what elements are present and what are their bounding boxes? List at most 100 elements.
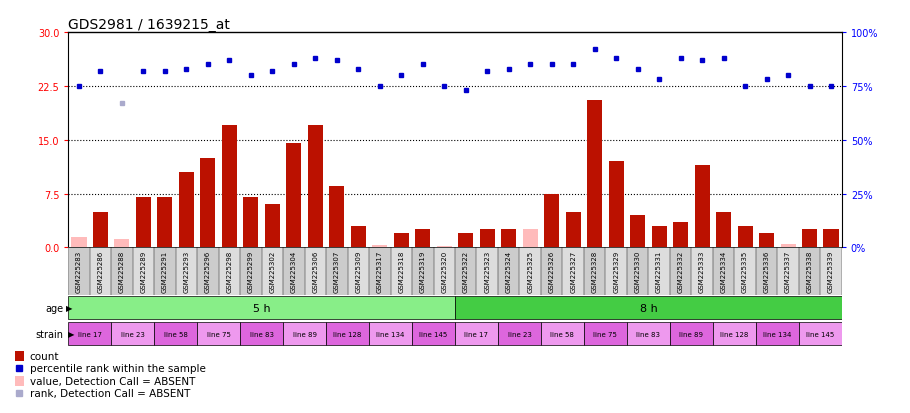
Text: age: age bbox=[46, 303, 64, 313]
Text: line 75: line 75 bbox=[207, 331, 230, 337]
Bar bbox=[68, 322, 111, 345]
Bar bbox=[218, 248, 240, 295]
Bar bbox=[587, 101, 602, 248]
Bar bbox=[326, 248, 348, 295]
Text: GSM225327: GSM225327 bbox=[571, 250, 576, 292]
Text: GSM225324: GSM225324 bbox=[506, 250, 511, 292]
Text: GDS2981 / 1639215_at: GDS2981 / 1639215_at bbox=[68, 18, 230, 32]
Text: GSM225336: GSM225336 bbox=[763, 250, 770, 292]
Text: GSM225309: GSM225309 bbox=[355, 250, 361, 292]
Text: GSM225328: GSM225328 bbox=[592, 250, 598, 292]
Bar bbox=[627, 248, 648, 295]
Text: GSM225306: GSM225306 bbox=[312, 250, 318, 292]
Bar bbox=[566, 212, 581, 248]
Bar bbox=[15, 376, 25, 386]
Text: line 58: line 58 bbox=[164, 331, 187, 337]
Text: GSM225333: GSM225333 bbox=[699, 250, 705, 292]
Bar bbox=[243, 198, 258, 248]
Text: percentile rank within the sample: percentile rank within the sample bbox=[30, 363, 206, 373]
Text: GSM225289: GSM225289 bbox=[140, 250, 147, 292]
Bar bbox=[498, 248, 520, 295]
Bar bbox=[670, 248, 692, 295]
Text: line 75: line 75 bbox=[593, 331, 617, 337]
Bar bbox=[455, 248, 477, 295]
Bar bbox=[412, 248, 433, 295]
Text: GSM225298: GSM225298 bbox=[227, 250, 232, 292]
Bar bbox=[415, 230, 430, 248]
Bar bbox=[627, 322, 670, 345]
Text: GSM225299: GSM225299 bbox=[248, 250, 254, 292]
Text: count: count bbox=[30, 351, 59, 361]
Text: GSM225323: GSM225323 bbox=[484, 250, 490, 292]
Bar bbox=[630, 216, 645, 248]
Text: line 134: line 134 bbox=[377, 331, 405, 337]
Bar bbox=[136, 198, 151, 248]
Text: line 134: line 134 bbox=[763, 331, 792, 337]
Bar bbox=[283, 248, 305, 295]
Bar bbox=[348, 248, 369, 295]
Text: GSM225291: GSM225291 bbox=[162, 250, 168, 292]
Bar bbox=[652, 226, 667, 248]
Bar bbox=[584, 322, 627, 345]
Bar bbox=[477, 248, 498, 295]
Bar bbox=[390, 248, 412, 295]
Bar bbox=[756, 248, 777, 295]
Bar bbox=[480, 230, 495, 248]
Bar bbox=[240, 248, 262, 295]
Bar bbox=[200, 158, 216, 248]
Bar bbox=[326, 322, 369, 345]
Text: GSM225338: GSM225338 bbox=[806, 250, 813, 292]
Text: GSM225337: GSM225337 bbox=[785, 250, 791, 292]
Bar bbox=[72, 237, 86, 248]
Bar bbox=[777, 248, 799, 295]
Bar bbox=[824, 230, 838, 248]
Bar bbox=[111, 248, 133, 295]
Text: line 23: line 23 bbox=[508, 331, 531, 337]
Bar bbox=[115, 239, 129, 248]
Text: line 23: line 23 bbox=[121, 331, 145, 337]
Bar bbox=[197, 322, 240, 345]
Bar bbox=[308, 126, 323, 248]
Bar bbox=[262, 248, 283, 295]
Text: line 17: line 17 bbox=[77, 331, 102, 337]
Bar bbox=[756, 322, 799, 345]
Text: GSM225329: GSM225329 bbox=[613, 250, 619, 292]
Bar bbox=[520, 248, 541, 295]
Bar bbox=[68, 248, 90, 295]
Bar bbox=[305, 248, 326, 295]
Text: line 17: line 17 bbox=[464, 331, 489, 337]
Bar bbox=[459, 233, 473, 248]
Bar bbox=[759, 233, 774, 248]
Bar bbox=[498, 322, 541, 345]
Bar bbox=[369, 248, 390, 295]
Bar bbox=[716, 212, 731, 248]
Bar bbox=[713, 248, 734, 295]
Bar bbox=[369, 322, 412, 345]
Bar bbox=[329, 187, 344, 248]
Text: ▶: ▶ bbox=[66, 304, 72, 313]
Bar bbox=[802, 230, 817, 248]
Text: strain: strain bbox=[35, 329, 64, 339]
Text: rank, Detection Call = ABSENT: rank, Detection Call = ABSENT bbox=[30, 388, 190, 398]
Bar bbox=[93, 212, 108, 248]
Bar bbox=[670, 322, 713, 345]
Text: 5 h: 5 h bbox=[253, 303, 270, 313]
Text: GSM225332: GSM225332 bbox=[678, 250, 683, 292]
Bar bbox=[562, 248, 584, 295]
Bar bbox=[350, 226, 366, 248]
Text: GSM225288: GSM225288 bbox=[119, 250, 125, 292]
Bar bbox=[111, 322, 154, 345]
Text: line 128: line 128 bbox=[720, 331, 749, 337]
Bar bbox=[605, 248, 627, 295]
Bar bbox=[222, 126, 237, 248]
Text: GSM225302: GSM225302 bbox=[269, 250, 276, 292]
Text: line 145: line 145 bbox=[420, 331, 448, 337]
Bar bbox=[265, 205, 280, 248]
Text: line 83: line 83 bbox=[636, 331, 661, 337]
Bar bbox=[455, 322, 498, 345]
Bar bbox=[799, 322, 842, 345]
Bar bbox=[673, 223, 688, 248]
Bar bbox=[283, 322, 326, 345]
Bar bbox=[90, 248, 111, 295]
Bar bbox=[713, 322, 756, 345]
